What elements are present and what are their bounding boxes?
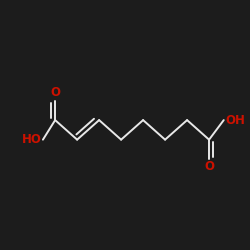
- Text: HO: HO: [22, 133, 42, 146]
- Text: O: O: [50, 86, 60, 99]
- Text: O: O: [204, 160, 214, 173]
- Text: OH: OH: [225, 114, 245, 126]
